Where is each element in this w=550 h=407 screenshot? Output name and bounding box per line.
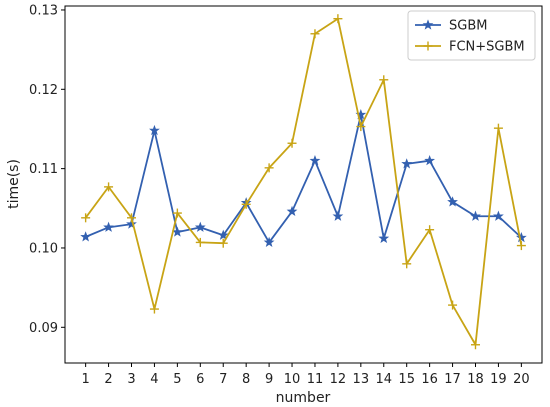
data-point-fcn-sgbm	[356, 122, 366, 132]
x-tick-label: 2	[104, 372, 112, 387]
x-tick-label: 4	[150, 372, 158, 387]
data-point-sgbm	[80, 231, 92, 242]
data-point-sgbm	[447, 196, 458, 207]
data-point-fcn-sgbm	[81, 213, 91, 223]
data-point-sgbm	[309, 155, 321, 166]
x-tick-label: 3	[127, 372, 135, 387]
data-point-sgbm	[332, 210, 344, 221]
data-point-sgbm	[401, 158, 413, 169]
y-tick-label: 0.11	[29, 162, 58, 177]
data-point-fcn-sgbm	[195, 237, 205, 247]
plot-frame	[64, 5, 543, 364]
data-point-sgbm	[194, 221, 206, 232]
y-tick-label: 0.09	[29, 321, 58, 336]
x-tick-label: 6	[196, 372, 204, 387]
x-tick-label: 18	[467, 372, 484, 387]
x-tick-label: 5	[173, 372, 181, 387]
legend-marker-sgbm	[422, 19, 434, 30]
x-tick-label: 19	[490, 372, 507, 387]
data-point-sgbm	[149, 124, 160, 136]
x-tick-label: 1	[81, 372, 89, 387]
data-point-fcn-sgbm	[333, 14, 343, 24]
legend-label-fcn-sgbm: FCN+SGBM	[449, 40, 525, 55]
y-tick-label: 0.10	[29, 241, 58, 256]
y-tick-label: 0.12	[29, 83, 58, 98]
series-fcn-sgbm	[81, 14, 526, 350]
data-point-fcn-sgbm	[149, 304, 159, 314]
x-axis: 1 2 3 4 5 6 7 8 9 10 11 12 13 14 15 16 17 18 19 20	[81, 363, 530, 387]
x-tick-label: 13	[353, 372, 370, 387]
data-point-fcn-sgbm	[402, 259, 412, 269]
y-axis-label: time(s)	[6, 159, 22, 209]
data-point-fcn-sgbm	[172, 208, 182, 218]
x-tick-label: 11	[307, 372, 324, 387]
data-point-fcn-sgbm	[379, 75, 389, 85]
legend-entry-sgbm: SGBM	[415, 19, 487, 34]
legend-entry-fcn-sgbm: FCN+SGBM	[415, 40, 525, 55]
x-tick-label: 7	[219, 372, 227, 387]
x-axis-label: number	[276, 390, 331, 406]
series-line-sgbm	[85, 113, 522, 244]
data-point-fcn-sgbm	[287, 138, 297, 148]
data-point-sgbm	[493, 210, 504, 221]
y-axis: 0.09 0.10 0.11 0.12 0.13	[29, 3, 65, 336]
x-tick-label: 14	[375, 372, 392, 387]
data-point-sgbm	[515, 231, 527, 243]
data-point-fcn-sgbm	[241, 199, 251, 209]
x-tick-label: 15	[398, 372, 415, 387]
x-tick-label: 12	[330, 372, 347, 387]
data-point-sgbm	[126, 218, 137, 229]
legend-marker-fcn-sgbm	[423, 41, 433, 51]
data-point-sgbm	[378, 232, 390, 244]
data-point-fcn-sgbm	[493, 123, 503, 133]
data-point-fcn-sgbm	[470, 340, 480, 350]
y-tick-label: 0.13	[29, 3, 58, 18]
data-point-sgbm	[217, 229, 229, 240]
legend-box	[407, 10, 536, 61]
x-tick-label: 17	[444, 372, 461, 387]
data-point-fcn-sgbm	[104, 182, 114, 192]
series-layer	[80, 14, 527, 350]
x-tick-label: 10	[284, 372, 301, 387]
data-point-sgbm	[286, 205, 298, 217]
data-point-sgbm	[263, 236, 275, 248]
data-point-fcn-sgbm	[516, 241, 526, 251]
x-tick-label: 8	[242, 372, 250, 387]
data-point-fcn-sgbm	[310, 29, 320, 39]
data-point-fcn-sgbm	[264, 163, 274, 173]
legend-label-sgbm: SGBM	[449, 19, 487, 34]
legend: SGBM FCN+SGBM	[407, 10, 536, 61]
series-sgbm	[80, 109, 527, 248]
data-point-sgbm	[424, 155, 436, 166]
data-point-fcn-sgbm	[127, 213, 137, 223]
series-line-fcn-sgbm	[84, 17, 523, 346]
x-tick-label: 9	[265, 372, 273, 387]
data-point-fcn-sgbm	[448, 300, 458, 310]
data-point-fcn-sgbm	[425, 225, 435, 235]
x-tick-label: 16	[421, 372, 438, 387]
data-point-sgbm	[470, 210, 481, 221]
data-point-sgbm	[103, 221, 114, 232]
data-point-fcn-sgbm	[218, 238, 228, 248]
x-tick-label: 20	[513, 372, 530, 387]
